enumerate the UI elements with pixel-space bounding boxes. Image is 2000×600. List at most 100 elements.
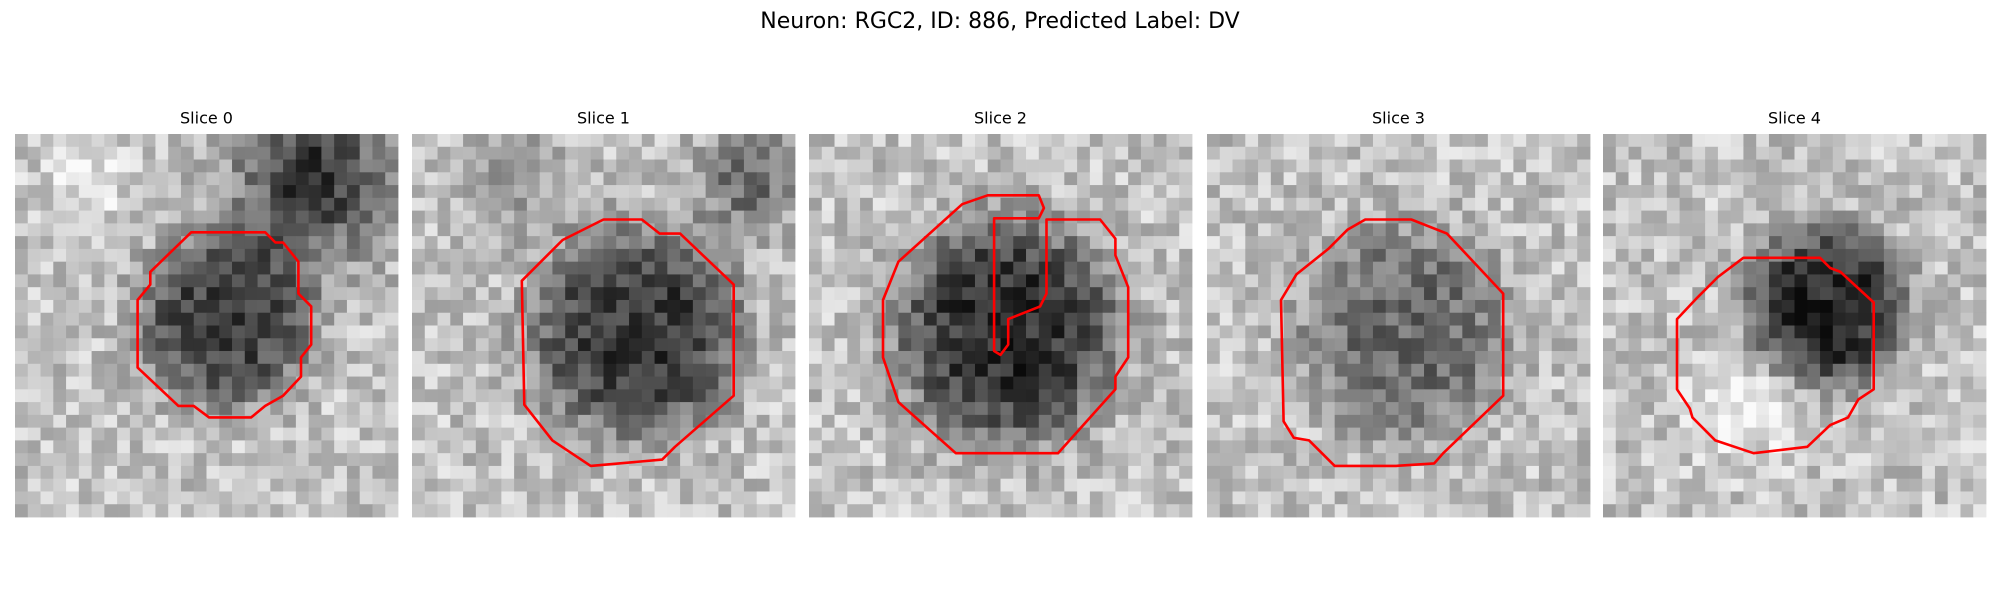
pixel xyxy=(1615,338,1629,352)
pixel xyxy=(129,504,144,518)
pixel xyxy=(1000,376,1014,390)
pixel xyxy=(1038,312,1052,326)
pixel xyxy=(577,402,592,416)
pixel xyxy=(565,274,579,288)
pixel xyxy=(1947,299,1961,314)
pixel xyxy=(1526,287,1540,301)
pixel xyxy=(1858,223,1872,237)
pixel xyxy=(1296,248,1310,263)
pixel xyxy=(1089,185,1104,199)
pixel xyxy=(1603,504,1617,518)
pixel xyxy=(346,312,361,326)
pixel xyxy=(1883,465,1898,480)
pixel xyxy=(1064,172,1078,186)
pixel xyxy=(1115,376,1129,390)
pixel xyxy=(1296,402,1310,416)
pixel xyxy=(1564,210,1578,224)
pixel xyxy=(155,299,169,314)
pixel xyxy=(923,325,938,339)
pixel xyxy=(1551,312,1565,326)
pixel xyxy=(616,185,630,199)
pixel xyxy=(1845,504,1859,518)
pixel xyxy=(885,491,899,505)
pixel xyxy=(667,185,681,199)
pixel xyxy=(1115,197,1129,211)
pixel xyxy=(552,465,566,480)
pixel xyxy=(501,363,515,377)
pixel xyxy=(1385,146,1399,160)
pixel xyxy=(155,159,169,173)
pixel xyxy=(1089,427,1104,441)
pixel xyxy=(911,478,925,492)
pixel xyxy=(743,414,758,429)
pixel xyxy=(1179,248,1193,263)
pixel xyxy=(1372,172,1387,186)
pixel xyxy=(680,197,694,211)
pixel xyxy=(283,261,297,275)
pixel xyxy=(1666,287,1680,301)
pixel xyxy=(346,427,361,441)
pixel xyxy=(1128,414,1142,429)
pixel xyxy=(1538,261,1553,275)
pixel xyxy=(1500,440,1514,454)
pixel xyxy=(1845,146,1859,160)
pixel xyxy=(923,287,938,301)
pixel xyxy=(1153,312,1167,326)
pixel xyxy=(1628,363,1642,377)
pixel xyxy=(1615,478,1629,492)
pixel xyxy=(1360,325,1374,339)
pixel xyxy=(718,299,732,314)
pixel xyxy=(1462,185,1476,199)
pixel xyxy=(1398,197,1412,211)
pixel xyxy=(359,427,373,441)
pixel xyxy=(923,351,938,365)
pixel xyxy=(180,134,195,148)
pixel xyxy=(53,159,67,173)
pixel xyxy=(782,287,796,301)
pixel xyxy=(1128,504,1142,518)
pixel xyxy=(1321,402,1336,416)
pixel xyxy=(1398,312,1412,326)
pixel xyxy=(1207,351,1221,365)
pixel xyxy=(756,185,770,199)
pixel xyxy=(1436,363,1450,377)
pixel xyxy=(629,159,643,173)
pixel xyxy=(1896,223,1910,237)
pixel xyxy=(1768,351,1783,365)
pixel xyxy=(654,440,668,454)
pixel xyxy=(1615,146,1629,160)
pixel xyxy=(1603,414,1617,429)
pixel xyxy=(590,453,604,467)
pixel xyxy=(1296,465,1310,480)
pixel xyxy=(1692,287,1706,301)
pixel xyxy=(565,465,579,480)
pixel xyxy=(1794,210,1808,224)
pixel xyxy=(1166,478,1180,492)
pixel xyxy=(359,223,373,237)
pixel xyxy=(911,414,925,429)
pixel xyxy=(1360,376,1374,390)
pixel xyxy=(1219,159,1233,173)
pixel xyxy=(450,223,464,237)
pixel xyxy=(1232,287,1246,301)
pixel xyxy=(1115,325,1129,339)
pixel xyxy=(1922,465,1936,480)
pixel xyxy=(898,389,912,403)
pixel xyxy=(1909,261,1923,275)
pixel xyxy=(1115,389,1129,403)
pixel xyxy=(295,248,310,263)
pixel xyxy=(1013,363,1027,377)
pixel xyxy=(1960,389,1974,403)
pixel xyxy=(15,248,29,263)
pixel xyxy=(1089,172,1104,186)
pixel xyxy=(321,287,335,301)
pixel xyxy=(104,440,118,454)
pixel xyxy=(769,223,783,237)
pixel xyxy=(1013,223,1027,237)
pixel xyxy=(1883,134,1898,148)
pixel xyxy=(1449,261,1463,275)
pixel xyxy=(193,376,207,390)
pixel xyxy=(1245,236,1259,250)
pixel xyxy=(731,427,745,441)
pixel xyxy=(1947,197,1961,211)
